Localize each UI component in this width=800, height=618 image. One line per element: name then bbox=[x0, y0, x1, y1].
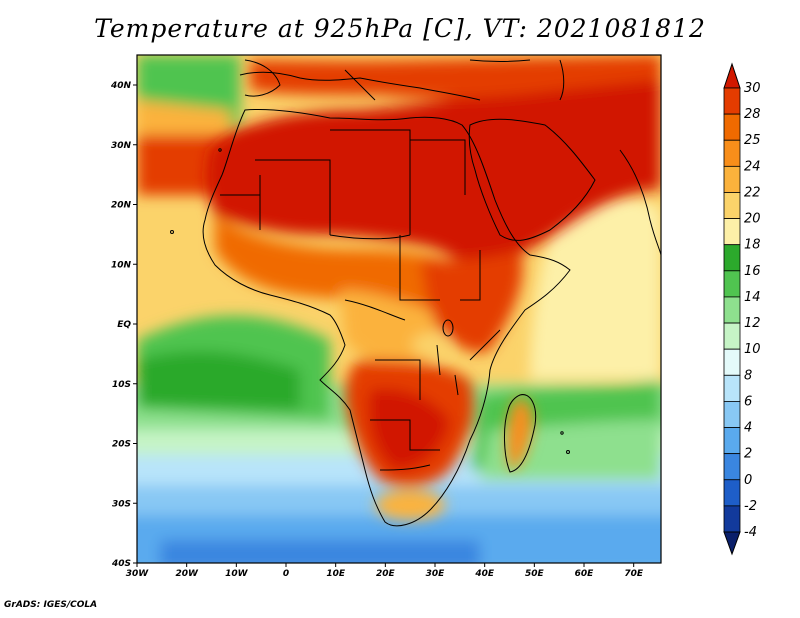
colorbar-swatch bbox=[723, 401, 741, 428]
colorbar-swatch bbox=[723, 296, 741, 324]
colorbar-label: 24 bbox=[744, 159, 761, 174]
colorbar-swatch bbox=[723, 453, 741, 481]
lon-tick-label: 10E bbox=[326, 569, 346, 579]
lon-tick-label: 20W bbox=[175, 569, 199, 579]
lat-tick-label: 30N bbox=[111, 141, 132, 151]
credit-text: GrADS: IGES/COLA bbox=[4, 600, 98, 610]
lat-tick-label: 40N bbox=[110, 81, 132, 91]
coastlines bbox=[170, 59, 661, 527]
lat-tick-label: 10N bbox=[111, 260, 132, 270]
colorbar-label: 4 bbox=[744, 421, 752, 436]
colorbar-label: 20 bbox=[744, 212, 761, 227]
colorbar-label: 25 bbox=[744, 133, 761, 148]
temperature-field bbox=[137, 55, 661, 563]
lat-tick-label: 40S bbox=[111, 559, 131, 569]
colorbar-swatch bbox=[723, 218, 741, 246]
lon-tick-label: 70E bbox=[624, 569, 644, 579]
colorbar-swatch bbox=[723, 374, 741, 402]
colorbar-swatch bbox=[723, 165, 741, 193]
colorbar-label: 30 bbox=[744, 81, 761, 96]
colorbar-label: 12 bbox=[744, 316, 761, 331]
colorbar-swatch bbox=[723, 348, 741, 376]
colorbar-label: 8 bbox=[744, 368, 752, 383]
lon-tick-label: 30W bbox=[126, 569, 150, 579]
map-frame bbox=[136, 54, 662, 564]
colorbar-label: 22 bbox=[744, 185, 761, 200]
colorbar-top-arrow bbox=[723, 62, 741, 89]
lon-tick-label: 50E bbox=[525, 569, 545, 579]
colorbar-label: 14 bbox=[744, 290, 761, 305]
colorbar-swatch bbox=[723, 113, 741, 141]
lon-tick-label: 60E bbox=[575, 569, 595, 579]
map-title: Temperature at 925hPa [C], VT: 202108181… bbox=[94, 14, 706, 43]
colorbar-bottom-arrow bbox=[723, 531, 741, 556]
lon-tick-label: 30E bbox=[426, 569, 446, 579]
lat-tick-label: EQ bbox=[117, 320, 131, 330]
colorbar-label: 16 bbox=[744, 264, 761, 279]
colorbar-swatch bbox=[723, 192, 741, 219]
latitude-axis: 40N 30N 20N 10N EQ 10S 20S 30S 40S bbox=[110, 81, 137, 569]
colorbar-label: 0 bbox=[744, 473, 752, 488]
colorbar-label: 10 bbox=[744, 342, 761, 357]
lat-tick-label: 20S bbox=[112, 440, 131, 450]
lat-tick-label: 20N bbox=[111, 201, 132, 211]
colorbar-label: 2 bbox=[744, 447, 752, 462]
lon-tick-label: 0 bbox=[283, 569, 289, 579]
colorbar-label: 6 bbox=[744, 394, 752, 409]
colorbar-label: 28 bbox=[744, 107, 761, 122]
colorbar-swatch bbox=[723, 139, 741, 167]
lat-tick-label: 30S bbox=[112, 499, 131, 509]
lon-tick-label: 40E bbox=[474, 569, 495, 579]
colorbar-swatch bbox=[723, 87, 741, 115]
colorbar-label: -2 bbox=[744, 499, 757, 514]
colorbar-swatch bbox=[723, 270, 741, 298]
lon-tick-label: 10W bbox=[225, 569, 249, 579]
colorbar-swatch bbox=[723, 479, 741, 507]
colorbar-swatch bbox=[723, 427, 741, 455]
lat-tick-label: 10S bbox=[112, 380, 131, 390]
longitude-axis: 30W 20W 10W 0 10E 20E 30E 40E 50E 60E 70E bbox=[126, 563, 644, 579]
colorbar-swatch bbox=[723, 244, 741, 272]
colorbar-swatch bbox=[723, 505, 741, 533]
colorbar-label: 18 bbox=[744, 238, 761, 253]
colorbar-label: -4 bbox=[744, 525, 757, 540]
colorbar-swatch bbox=[723, 322, 741, 350]
lon-tick-label: 20E bbox=[376, 569, 396, 579]
